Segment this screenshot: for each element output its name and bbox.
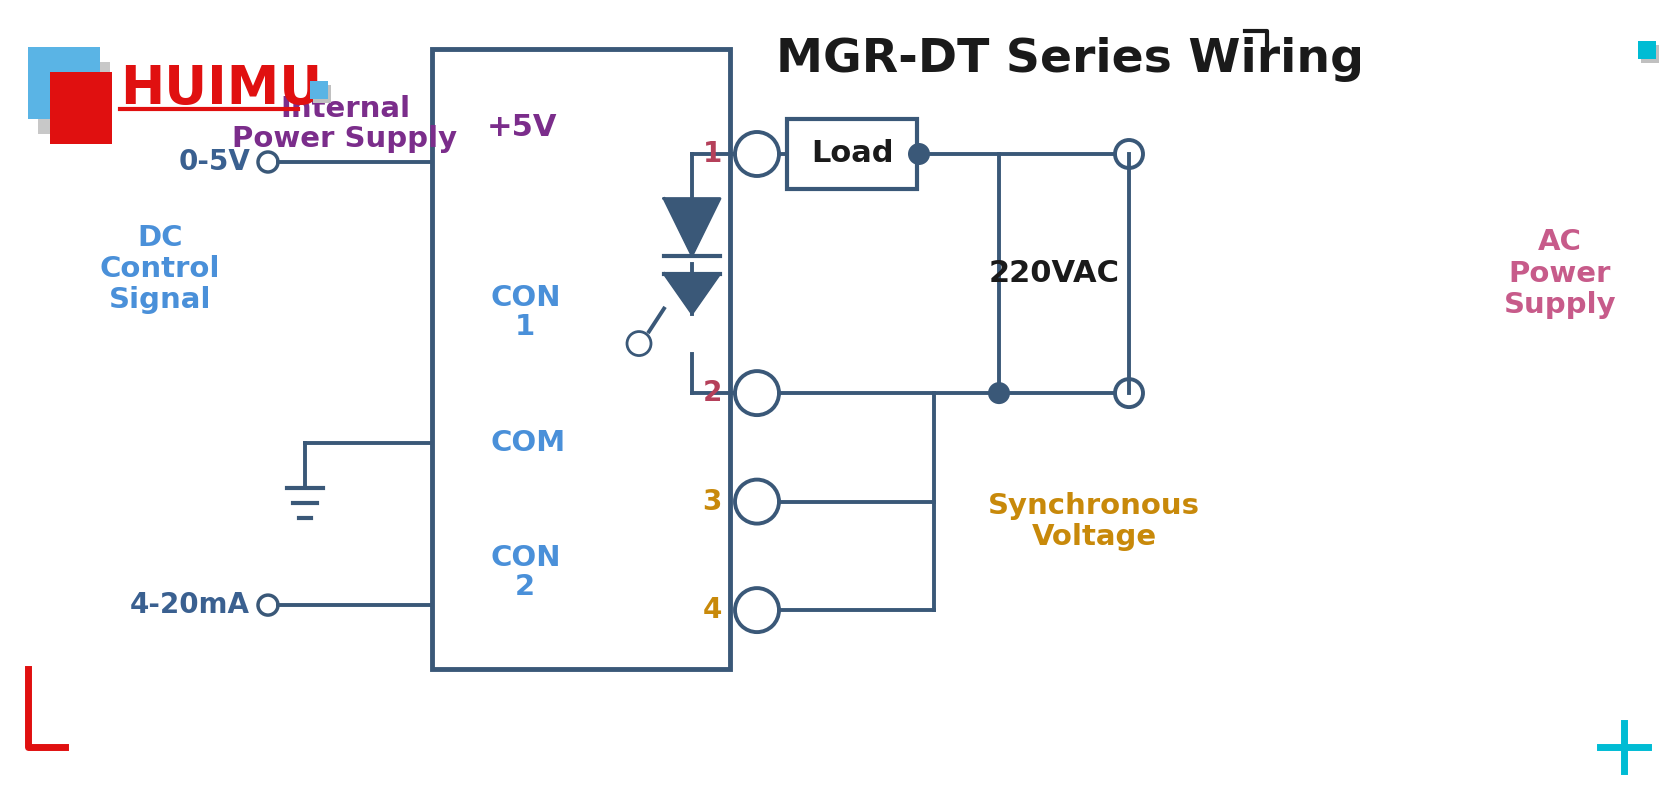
Text: MGR-DT Series Wiring: MGR-DT Series Wiring	[775, 37, 1364, 81]
Bar	[314, 85, 331, 103]
Text: AC
Power
Supply: AC Power Supply	[1503, 229, 1616, 319]
Bar	[1641, 45, 1660, 63]
Bar	[39, 62, 111, 134]
Bar	[310, 81, 327, 99]
Text: +5V: +5V	[487, 113, 557, 141]
Text: 220VAC: 220VAC	[988, 259, 1119, 288]
Text: CON
2: CON 2	[490, 544, 560, 602]
Bar	[29, 47, 101, 119]
Text: 4-20mA: 4-20mA	[129, 591, 250, 619]
Text: Internal
Power Supply: Internal Power Supply	[233, 95, 458, 153]
Bar	[787, 119, 916, 189]
Text: COM: COM	[490, 429, 565, 457]
Bar	[1638, 41, 1656, 59]
Text: 3: 3	[703, 487, 722, 515]
Bar	[50, 72, 112, 144]
Text: DC
Control
Signal: DC Control Signal	[99, 224, 220, 314]
Text: 1: 1	[703, 140, 722, 168]
Polygon shape	[664, 273, 720, 313]
Text: CON
1: CON 1	[490, 284, 560, 341]
Text: 2: 2	[703, 379, 722, 407]
Bar	[431, 49, 730, 669]
Circle shape	[988, 382, 1010, 404]
Polygon shape	[664, 198, 720, 256]
Text: HUIMU: HUIMU	[121, 63, 322, 115]
Text: Load: Load	[810, 140, 893, 169]
Text: Synchronous
Voltage: Synchronous Voltage	[988, 492, 1200, 551]
Circle shape	[908, 143, 930, 165]
Text: 0-5V: 0-5V	[178, 148, 250, 176]
Text: 4: 4	[703, 596, 722, 624]
